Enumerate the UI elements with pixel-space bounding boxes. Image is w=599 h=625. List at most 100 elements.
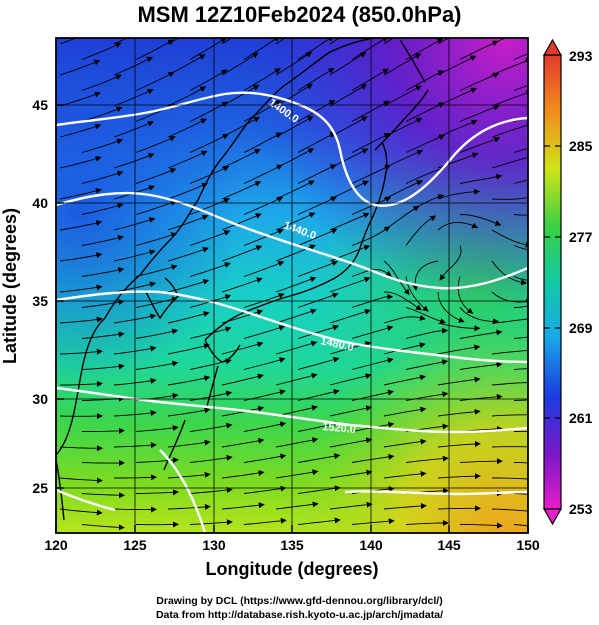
streamline <box>459 393 503 401</box>
x-tick-label: 120 <box>44 537 68 553</box>
streamline <box>167 86 207 107</box>
x-axis <box>55 525 529 533</box>
streamline <box>59 348 103 355</box>
streamline <box>82 427 125 434</box>
streamline <box>189 230 231 246</box>
x-axis-title: Longitude (degrees) <box>205 559 378 579</box>
streamline <box>383 38 395 45</box>
x-tick-label: 140 <box>359 537 383 553</box>
x-tick-label: 125 <box>123 537 147 553</box>
streamline <box>297 421 341 432</box>
streamline <box>221 52 259 76</box>
streamline <box>459 40 499 60</box>
colorbar <box>542 38 563 526</box>
streamline <box>513 84 528 91</box>
streamline <box>189 262 231 277</box>
streamline <box>513 524 528 527</box>
streamline <box>405 102 445 122</box>
streamline <box>167 246 209 262</box>
streamline <box>243 453 287 463</box>
streamline <box>297 67 335 91</box>
streamline <box>59 155 102 169</box>
streamline <box>383 180 423 200</box>
x-tick-label: 135 <box>280 537 304 553</box>
streamline <box>405 134 446 153</box>
streamline <box>437 291 465 323</box>
streamline <box>513 336 528 339</box>
contour-label-1520: 1520.0 <box>322 421 357 436</box>
streamline <box>113 88 154 107</box>
streamline <box>275 276 317 293</box>
streamline <box>437 322 481 332</box>
streamline <box>491 382 528 386</box>
streamline <box>221 149 261 169</box>
streamline <box>491 122 528 138</box>
colorbar-label: 285 <box>569 138 593 154</box>
streamline <box>437 505 481 512</box>
streamline <box>437 376 481 386</box>
streamline <box>113 120 155 138</box>
streamline <box>275 212 316 231</box>
streamline <box>135 71 175 91</box>
streamline <box>513 179 528 184</box>
streamline <box>135 424 179 432</box>
streamline <box>329 52 367 76</box>
temperature-field: 1400.0 1440.0 1480.0 1520.0 <box>56 38 528 533</box>
streamline <box>189 198 230 215</box>
streamline <box>491 349 528 355</box>
streamline <box>459 104 500 122</box>
streamline <box>513 462 528 464</box>
streamline <box>491 154 528 169</box>
streamline <box>81 331 125 339</box>
streamline <box>437 38 450 45</box>
streamline <box>189 101 229 122</box>
coastlines <box>56 38 429 521</box>
streamline <box>351 38 389 60</box>
streamline <box>167 311 210 324</box>
streamline <box>221 213 262 231</box>
streamline <box>329 469 373 479</box>
streamline <box>59 316 103 324</box>
streamline <box>513 399 528 401</box>
streamline <box>297 517 341 525</box>
streamline <box>60 380 103 387</box>
streamline <box>167 118 207 138</box>
streamline <box>243 517 287 525</box>
streamline <box>189 422 233 432</box>
streamline <box>113 38 128 45</box>
streamline <box>329 212 370 231</box>
streamline <box>59 477 103 484</box>
streamline <box>275 501 319 510</box>
streamline <box>383 260 410 296</box>
streamline <box>437 188 481 200</box>
y-tick-label: 30 <box>32 391 48 407</box>
streamline <box>81 524 125 531</box>
colorbar-max-arrow <box>542 38 563 56</box>
streamline <box>59 59 101 76</box>
streamline <box>189 519 233 526</box>
streamline <box>81 202 124 215</box>
streamline <box>81 363 125 370</box>
streamline <box>135 296 178 308</box>
x-tick-label: 145 <box>437 537 461 553</box>
streamline <box>221 373 264 386</box>
streamline <box>459 214 502 226</box>
streamline <box>189 38 227 60</box>
streamline <box>513 430 528 432</box>
streamline <box>243 260 285 277</box>
map-title: MSM 12Z10Feb2024 (850.0hPa) <box>137 2 462 27</box>
streamline <box>297 485 341 494</box>
streamline <box>221 277 263 293</box>
streamline <box>297 38 334 60</box>
colorbar-label: 261 <box>569 410 593 426</box>
streamline <box>59 284 103 293</box>
streamline <box>329 84 368 107</box>
streamline <box>297 228 338 246</box>
streamline <box>513 214 528 216</box>
streamline <box>167 182 209 200</box>
streamline <box>135 232 178 246</box>
streamline <box>412 260 439 291</box>
streamline <box>113 249 156 262</box>
streamline <box>189 69 228 91</box>
